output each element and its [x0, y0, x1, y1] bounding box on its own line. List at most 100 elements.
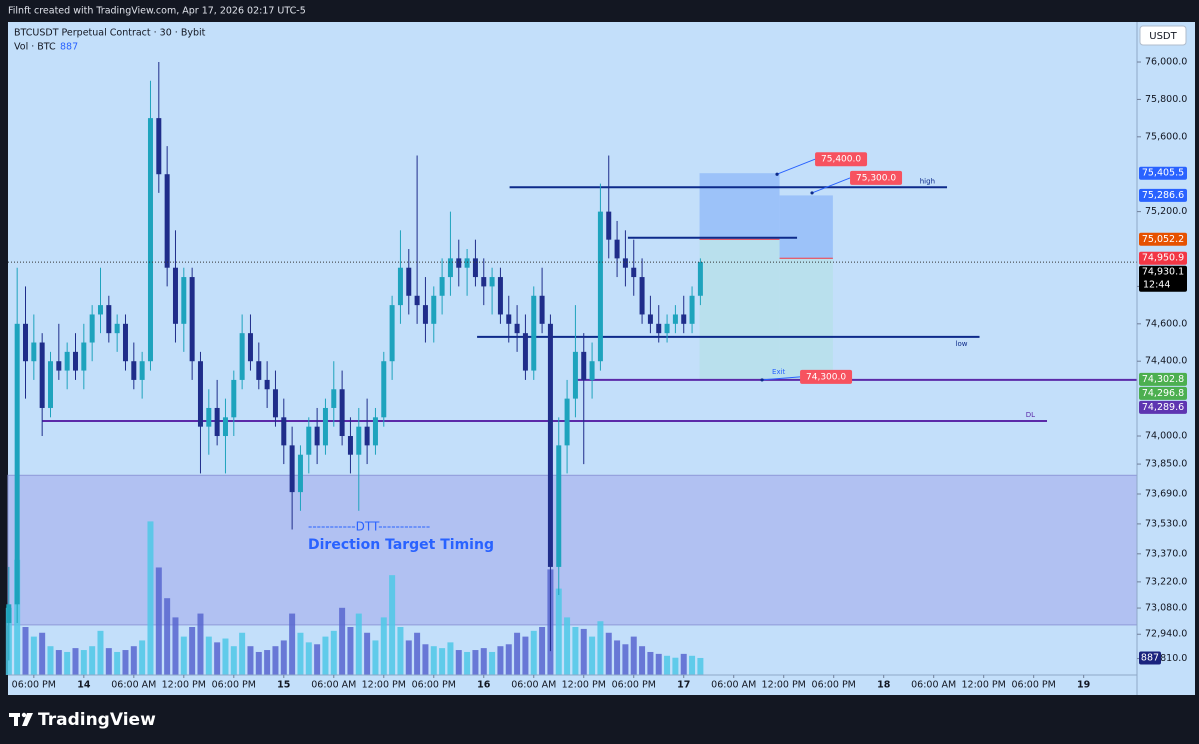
- x-tick-label: 06:00 PM: [1012, 680, 1056, 691]
- level-label: high: [920, 177, 935, 185]
- countdown: 12:44: [1143, 280, 1170, 291]
- volume-bar: [47, 646, 54, 675]
- candle-body: [181, 277, 187, 324]
- candle-body: [539, 295, 545, 324]
- candle-body: [239, 333, 245, 380]
- candle-body: [31, 342, 37, 362]
- volume-bar: [455, 650, 462, 675]
- volume-bar: [122, 650, 129, 675]
- candle-body: [147, 118, 153, 362]
- volume-bar: [30, 636, 37, 675]
- candle-body: [22, 323, 28, 362]
- tag-anchor: [760, 378, 764, 382]
- candle-body: [489, 277, 495, 287]
- x-tick-label: 06:00 PM: [612, 680, 656, 691]
- volume-bar: [347, 627, 354, 675]
- y-tick-label: 73,850.0: [1145, 459, 1187, 470]
- price-label: 74,930.1: [1142, 267, 1184, 278]
- candle-body: [614, 239, 620, 259]
- candle-body: [647, 314, 653, 324]
- y-tick-label: 72,810.0: [1145, 653, 1187, 664]
- price-label: 74,296.8: [1142, 388, 1184, 399]
- level-label: DL: [1026, 411, 1035, 419]
- price-tag-label: 75,400.0: [821, 155, 861, 165]
- volume-bar: [422, 644, 429, 675]
- candle-body: [231, 379, 237, 418]
- price-label: 74,289.6: [1142, 402, 1184, 413]
- volume-bar: [364, 632, 371, 675]
- volume-bar: [105, 648, 112, 675]
- candle-body: [622, 258, 628, 268]
- target-area: [699, 173, 780, 240]
- y-tick-label: 73,080.0: [1145, 603, 1187, 614]
- candle-body: [681, 314, 687, 324]
- y-tick-label: 73,530.0: [1145, 518, 1187, 529]
- volume-bar: [330, 630, 337, 675]
- price-label-box: [1139, 372, 1187, 386]
- candle-body: [6, 604, 12, 624]
- candle-body: [606, 211, 612, 240]
- x-tick-label: 06:00 PM: [12, 680, 56, 691]
- volume-bar: [297, 632, 304, 675]
- volume-bar: [130, 646, 137, 675]
- volume-bar: [197, 613, 204, 675]
- candle-body: [81, 342, 87, 371]
- currency[interactable]: USDT: [1149, 31, 1177, 42]
- volume-legend-value: 887: [60, 42, 78, 53]
- price-tag-label: 75,300.0: [856, 173, 896, 183]
- target-area: [779, 195, 833, 259]
- volume-bar: [647, 651, 654, 675]
- volume-bar: [147, 521, 154, 675]
- volume-bar: [489, 651, 496, 675]
- symbol-legend: BTCUSDT Perpetual Contract · 30 · Bybit: [14, 28, 206, 39]
- candle-body: [322, 407, 328, 446]
- price-tag-label: 74,300.0: [806, 372, 846, 382]
- currency-box[interactable]: [1139, 25, 1187, 46]
- tag-note: Exit: [772, 368, 786, 376]
- price-label: 75,405.5: [1142, 168, 1184, 179]
- volume-bar: [305, 642, 312, 675]
- volume-bar: [589, 636, 596, 675]
- candle-body: [247, 333, 253, 362]
- y-tick-label: 75,200.0: [1145, 206, 1187, 217]
- candle-body: [14, 323, 20, 605]
- logo-shape: [21, 712, 27, 718]
- volume-bar: [239, 632, 246, 675]
- candle-body: [331, 389, 337, 408]
- candle-body: [347, 436, 353, 455]
- volume-bar: [114, 651, 121, 675]
- x-tick-label: 12:00 PM: [162, 680, 206, 691]
- plot: high low DL 75,400.0 75,300.0 74,300.0 Exit ---…: [5, 62, 1138, 675]
- volume-bar: [689, 655, 696, 675]
- price-label: 74,302.8: [1142, 374, 1184, 385]
- x-tick-label: 12:00 PM: [362, 680, 406, 691]
- volume-bar: [172, 617, 179, 675]
- volume-bar: [280, 640, 287, 675]
- volume-bar: [272, 646, 279, 675]
- x-tick-label: 06:00 PM: [412, 680, 456, 691]
- candle-body: [306, 426, 312, 455]
- volume-bar: [597, 621, 604, 675]
- candle-body: [156, 118, 162, 175]
- price-label-box: [1139, 232, 1187, 246]
- candle-body: [531, 295, 537, 371]
- volume-bar: [472, 650, 479, 675]
- annotation: Direction Target Timing: [308, 537, 494, 553]
- volume-bar: [230, 646, 237, 675]
- volume-label-box: [1139, 651, 1161, 665]
- volume-label: 887: [1141, 652, 1159, 663]
- volume-bar: [514, 632, 521, 675]
- volume-bar: [339, 607, 346, 675]
- candle-body: [597, 211, 603, 362]
- candle-body: [406, 267, 412, 296]
- volume-bar: [522, 636, 529, 675]
- y-tick-label: 75,600.0: [1145, 131, 1187, 142]
- x-tick-label: 14: [77, 680, 91, 691]
- x-tick-label: 06:00 AM: [111, 680, 156, 691]
- candle-body: [447, 258, 453, 278]
- candle-body: [439, 277, 445, 296]
- volume-bar: [397, 627, 404, 675]
- volume-bar: [564, 617, 571, 675]
- volume-bar: [580, 628, 587, 675]
